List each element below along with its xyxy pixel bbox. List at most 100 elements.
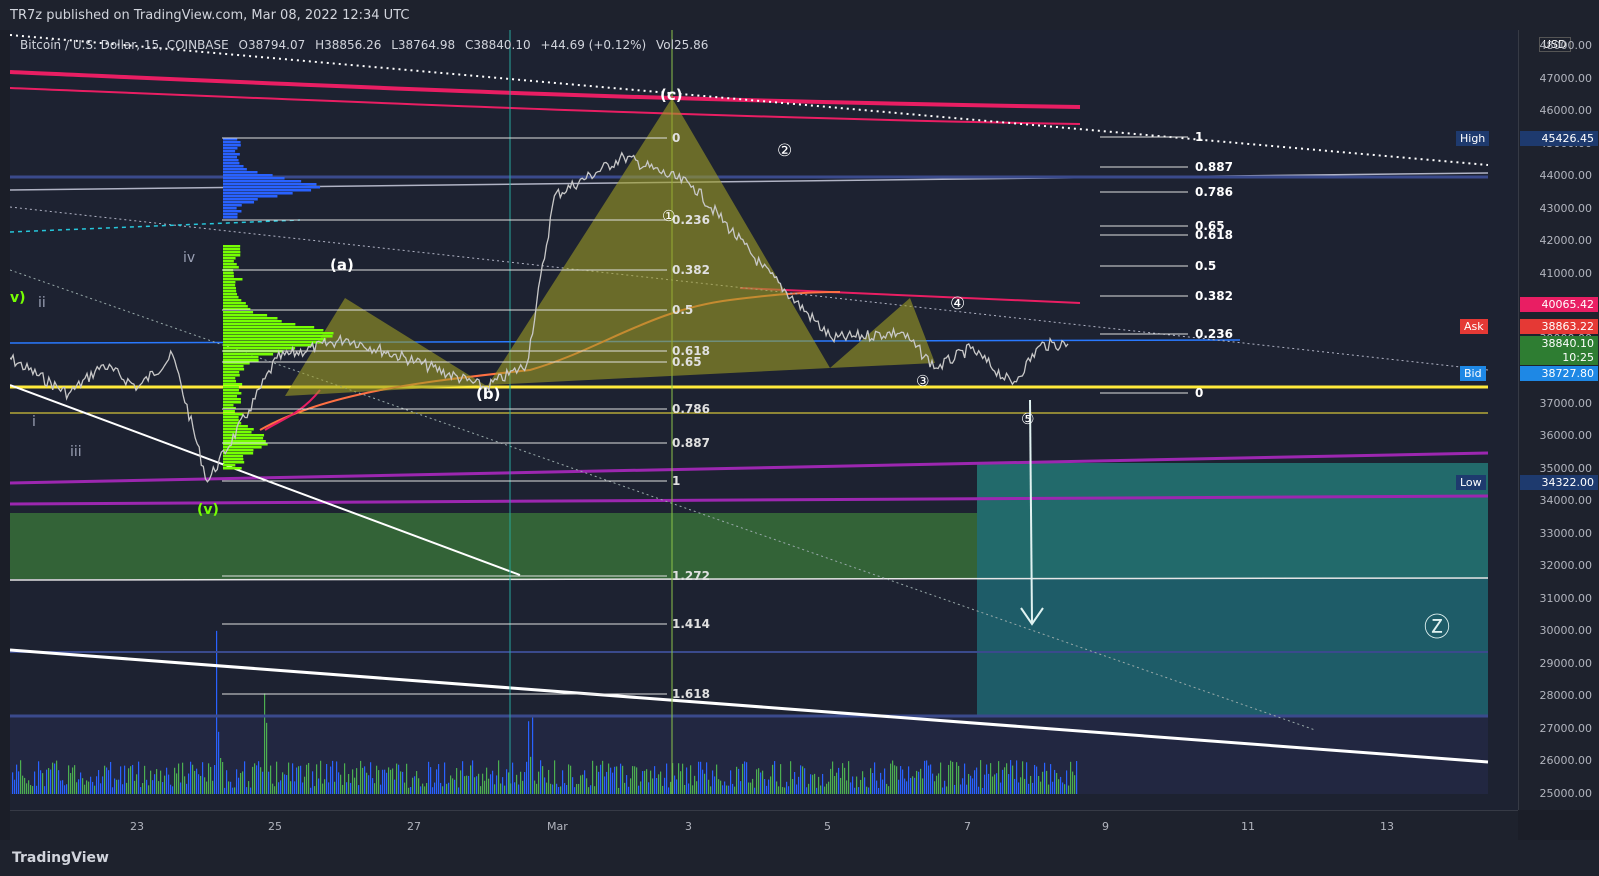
volume-bar — [122, 784, 124, 794]
volume-bar — [108, 770, 110, 794]
volume-bar — [844, 767, 846, 794]
volume-bar — [198, 774, 200, 794]
volume-bar — [152, 780, 154, 794]
volume-bar — [80, 772, 82, 794]
volume-bar — [712, 770, 714, 794]
volume-bar — [718, 779, 720, 794]
volume-bar — [590, 785, 592, 794]
volume-bar — [528, 721, 530, 794]
volume-bar — [1004, 767, 1006, 794]
countdown-tag: 10:25 — [1520, 350, 1598, 365]
vp-bar-green — [223, 278, 243, 281]
white-short-downtrend — [10, 384, 521, 576]
volume-bar — [1026, 762, 1028, 794]
vp-bar-green — [223, 335, 333, 338]
purple-flat-line — [10, 494, 1489, 506]
wave-label-iii: iii — [70, 444, 82, 460]
volume-bar — [292, 763, 294, 794]
volume-bar — [180, 782, 182, 794]
vp-bar-green — [223, 386, 239, 389]
volume-bar — [898, 779, 900, 794]
volume-bar — [128, 768, 130, 794]
volume-bar — [104, 765, 106, 794]
volume-bar — [68, 765, 70, 794]
volume-bar — [290, 781, 292, 794]
volume-bar — [1018, 782, 1020, 794]
volume-bar — [224, 787, 226, 794]
volume-bar — [832, 761, 834, 794]
volume-bar — [350, 782, 352, 794]
volume-bar — [984, 774, 986, 794]
volume-bar — [708, 779, 710, 794]
volume-bar — [78, 779, 80, 794]
volume-bar — [916, 770, 918, 794]
wave-label-iv: iv — [183, 250, 196, 266]
volume-bar — [650, 770, 652, 794]
volume-bar — [170, 784, 172, 794]
volume-bar — [294, 781, 296, 794]
publish-info: TR7z published on TradingView.com, Mar 0… — [10, 8, 410, 23]
volume-bar — [412, 777, 414, 794]
chart-plot-area[interactable]: 0 0.236 0.382 0.5 0.618 0.65 0.786 0.887 1 1.272 1… — [10, 30, 1518, 810]
volume-bar — [238, 777, 240, 794]
volume-bar — [974, 770, 976, 794]
wave-label-c: (c) — [660, 86, 683, 104]
price-tick-label: 25000.00 — [1539, 786, 1593, 800]
volume-bar — [212, 780, 214, 794]
volume-bar — [28, 780, 30, 794]
volume-bar — [994, 774, 996, 794]
volume-bar — [696, 781, 698, 794]
volume-bar — [952, 761, 954, 794]
projection-arrow-head — [1020, 607, 1044, 626]
price-tick-label: 33000.00 — [1539, 526, 1593, 540]
volume-bar — [142, 783, 144, 794]
high-value-tag: 45426.45 — [1520, 131, 1598, 146]
volume-bar — [276, 761, 278, 794]
volume-bar — [870, 768, 872, 794]
legend-symbol[interactable]: Bitcoin / U.S. Dollar, 15, COINBASE — [20, 38, 229, 52]
volume-bar — [644, 770, 646, 794]
vp-bar-green — [223, 377, 236, 380]
volume-bar — [764, 779, 766, 794]
vp-bar-green — [223, 338, 327, 341]
volume-bar — [530, 756, 532, 794]
volume-bar — [990, 763, 992, 794]
volume-bar — [896, 766, 898, 794]
volume-bar — [834, 776, 836, 794]
volume-bar — [432, 787, 434, 794]
volume-bar — [428, 761, 430, 794]
volume-bar — [740, 781, 742, 794]
volume-bar — [742, 763, 744, 794]
vp-bar-green — [223, 281, 236, 284]
volume-bar — [750, 782, 752, 794]
vp-bar-blue — [223, 192, 293, 195]
vp-bar-blue — [223, 201, 255, 204]
time-tick-label: 25 — [268, 820, 282, 833]
volume-bar — [860, 779, 862, 794]
volume-bar — [354, 777, 356, 794]
volume-bar — [976, 767, 978, 794]
vp-bar-green — [223, 296, 239, 299]
volume-bar — [174, 767, 176, 794]
volume-bar — [630, 778, 632, 794]
price-tick-label: 34000.00 — [1539, 494, 1593, 508]
volume-bar — [598, 771, 600, 794]
volume-bar — [658, 774, 660, 794]
volume-bar — [550, 783, 552, 794]
volume-bar — [62, 780, 64, 794]
volume-bar — [932, 773, 934, 794]
vp-bar-green — [223, 293, 238, 296]
time-axis[interactable]: 23 25 27 Mar 3 5 7 9 11 13 — [10, 810, 1518, 841]
volume-bar — [776, 781, 778, 794]
volume-bar — [358, 785, 360, 794]
vp-bar-green — [223, 437, 264, 440]
volume-bar — [144, 765, 146, 794]
volume-bar — [38, 761, 40, 794]
volume-bar — [246, 787, 248, 794]
price-axis[interactable]: USD 48000.0047000.0046000.0045000.004400… — [1518, 30, 1599, 810]
fib-left-label: 0.786 — [672, 402, 710, 416]
tradingview-logo[interactable]: TradingView — [12, 850, 109, 866]
volume-bar — [1022, 761, 1024, 794]
vp-bar-green — [223, 308, 251, 311]
currency-label[interactable]: USD — [1539, 37, 1571, 52]
